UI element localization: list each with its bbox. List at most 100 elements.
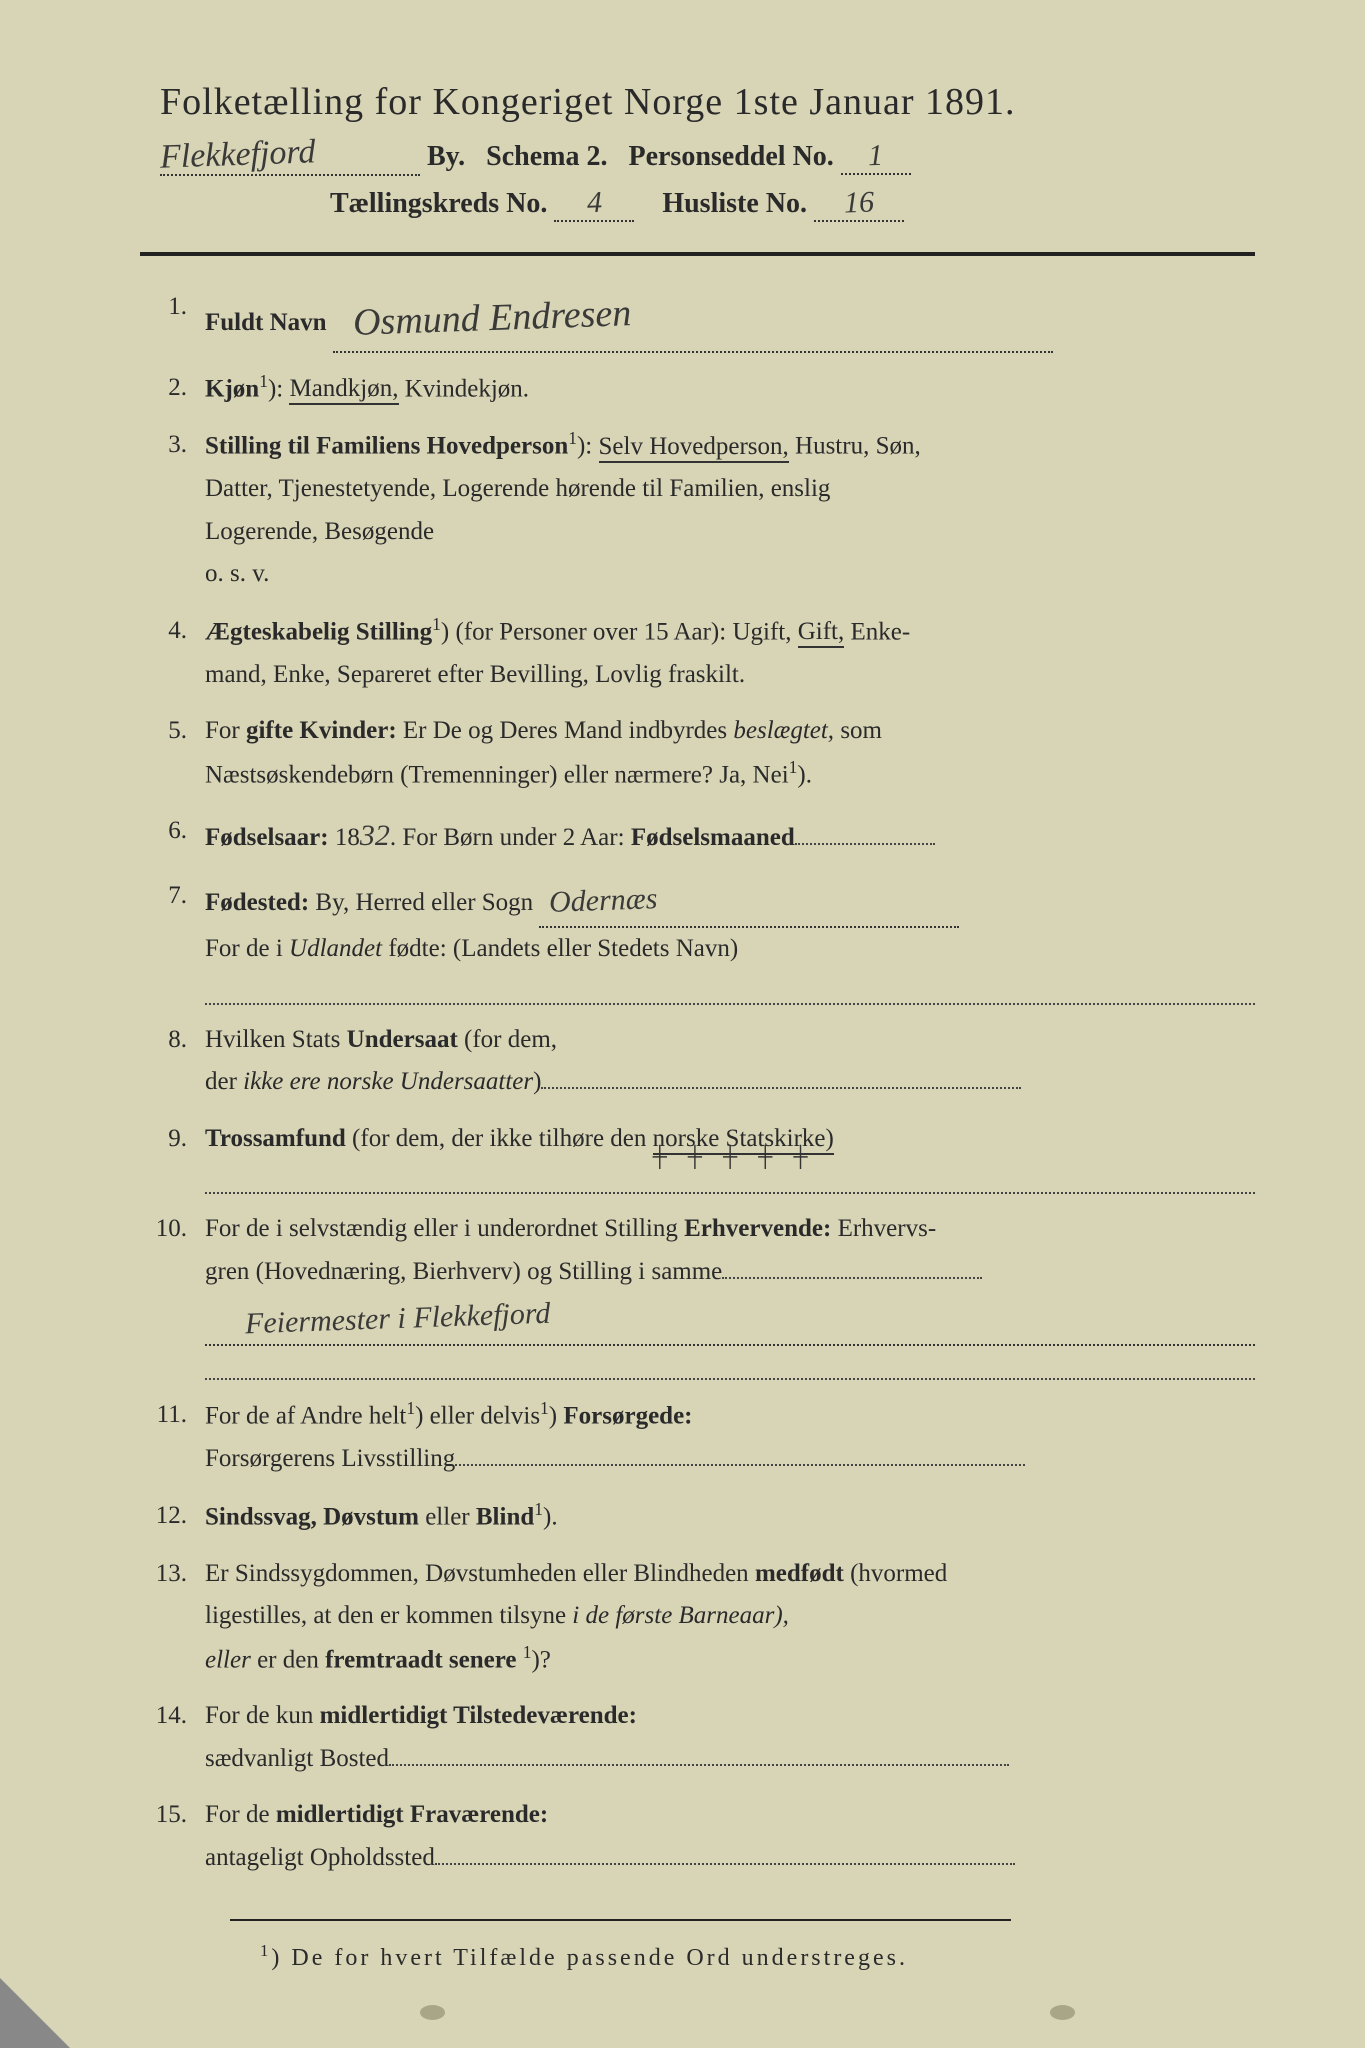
item-7: 7. Fødested: By, Herred eller Sogn Odern… (140, 875, 1255, 1005)
item-num: 1. (140, 286, 205, 329)
item-num: 9. (140, 1118, 205, 1161)
text: (hvormed (844, 1560, 947, 1587)
item-num: 11. (140, 1394, 205, 1437)
name-handwritten: Osmund Endresen (352, 281, 632, 355)
text: Logerende, Besøgende (205, 518, 434, 545)
personseddel-no: 1 (868, 139, 884, 174)
item-num: 12. (140, 1495, 205, 1538)
city-handwritten: Flekkefjord (159, 133, 316, 176)
item-label: Ægteskabelig Stilling (205, 618, 432, 645)
text: er den (251, 1646, 325, 1673)
dotted-fill (435, 1840, 1015, 1865)
item-label: Fødested: (205, 889, 309, 916)
item-label: Stilling til Familiens Hovedperson (205, 433, 568, 460)
corner-tear (0, 1978, 70, 2048)
item-label: Trossamfund (205, 1125, 346, 1152)
item-9: 9. Trossamfund (for dem, der ikke tilhør… (140, 1118, 1255, 1195)
item-label: midlertidigt Fraværende: (276, 1801, 548, 1828)
item-15: 15. For de midlertidigt Fraværende: anta… (140, 1794, 1255, 1879)
text: . For Børn under 2 Aar: (390, 824, 631, 851)
item-1: 1. Fuldt Navn Osmund Endresen (140, 286, 1255, 353)
item-label: Sindssvag, Døvstum (205, 1503, 419, 1530)
text: fødte: (Landets eller Stedets Navn) (382, 935, 738, 962)
item-6: 6. Fødselsaar: 1832. For Børn under 2 Aa… (140, 810, 1255, 861)
by-label: By. (427, 141, 465, 172)
text: For de i selvstændig eller i underordnet… (205, 1215, 684, 1242)
item-label: Fødselsmaaned (631, 824, 795, 851)
item-14: 14. For de kun midlertidigt Tilstedevære… (140, 1695, 1255, 1780)
dotted-fill (389, 1741, 1009, 1766)
item-label: Forsørgede: (563, 1403, 692, 1430)
text: For de i (205, 935, 289, 962)
text: gren (Hovednæring, Bierhverv) og Stillin… (205, 1258, 722, 1285)
italic-text: Udlandet (289, 935, 382, 962)
personseddel-label: Personseddel No. (628, 141, 833, 172)
text: ligestilles, at den er kommen tilsyne (205, 1602, 572, 1629)
italic-text: ikke ere norske Undersaatter (243, 1068, 533, 1095)
text: By, Herred eller Sogn (309, 889, 533, 916)
text: Hustru, Søn, (789, 433, 921, 460)
dotted-fill (541, 1064, 1021, 1089)
text: Enke- (844, 618, 910, 645)
dotted-fill (455, 1441, 1025, 1466)
text: Forsørgerens Livsstilling (205, 1445, 455, 1472)
text: mand, Enke, Separeret efter Bevilling, L… (205, 661, 745, 688)
item-label: Blind (476, 1503, 534, 1530)
text: Næstsøskendebørn (Tremenninger) eller næ… (205, 761, 789, 788)
text: ) (for Personer over 15 Aar): Ugift, (441, 618, 798, 645)
text: For de kun (205, 1702, 320, 1729)
italic-text: beslægtet, (733, 717, 834, 744)
item-2: 2. Kjøn1): Mandkjøn, Kvindekjøn. (140, 367, 1255, 411)
text: (for dem, der ikke tilhøre den (346, 1125, 653, 1152)
item-num: 13. (140, 1553, 205, 1596)
strike-marks: ┼ ┼ ┼ ┼ ┼ (653, 1140, 834, 1174)
item-num: 2. (140, 367, 205, 410)
item-num: 4. (140, 610, 205, 653)
sup: 1 (534, 1499, 543, 1519)
text: Hvilken Stats (205, 1026, 347, 1053)
text: Datter, Tjenestetyende, Logerende hørend… (205, 475, 830, 502)
item-num: 7. (140, 875, 205, 918)
sup: 1 (259, 371, 268, 391)
text: Er De og Deres Mand indbyrdes (397, 717, 734, 744)
item-label: Erhvervende: (684, 1215, 831, 1242)
sup: 1 (260, 1941, 271, 1960)
stain (420, 2005, 445, 2020)
text: ). (797, 761, 812, 788)
text: Er Sindssygdommen, Døvstumheden eller Bl… (205, 1560, 755, 1587)
birthyear-hand: 32 (360, 810, 390, 861)
sup: 1 (432, 614, 441, 634)
item-11: 11. For de af Andre helt1) eller delvis1… (140, 1394, 1255, 1480)
text: sædvanligt Bosted (205, 1745, 389, 1772)
dotted-fill (722, 1254, 982, 1279)
sup: 1 (406, 1398, 415, 1418)
birthplace-hand: Odernæs (549, 874, 659, 929)
sup: 1 (568, 428, 577, 448)
husliste-label: Husliste No. (662, 188, 807, 219)
text: For (205, 717, 246, 744)
text: ): (268, 375, 290, 402)
item-num: 15. (140, 1794, 205, 1837)
text: ) eller delvis (415, 1403, 540, 1430)
item-4: 4. Ægteskabelig Stilling1) (for Personer… (140, 610, 1255, 696)
item-label: Fødselsaar: (205, 824, 329, 851)
page-title: Folketælling for Kongeriget Norge 1ste J… (140, 80, 1255, 124)
sup: 1 (540, 1398, 549, 1418)
text: ) (533, 1068, 541, 1095)
footnote-text: ) De for hvert Tilfælde passende Ord und… (271, 1945, 908, 1971)
item-num: 8. (140, 1019, 205, 1062)
footnote: 1) De for hvert Tilfælde passende Ord un… (230, 1919, 1011, 1972)
divider-top (140, 252, 1255, 256)
text: som (834, 717, 882, 744)
header-row-2: Tællingskreds No. 4 Husliste No. 16 (140, 186, 1255, 222)
item-label: medfødt (755, 1560, 844, 1587)
text: eller (419, 1503, 476, 1530)
item-label: Undersaat (347, 1026, 458, 1053)
italic-text: eller (205, 1646, 251, 1673)
item-num: 5. (140, 710, 205, 753)
item-12: 12. Sindssvag, Døvstum eller Blind1). (140, 1495, 1255, 1539)
occupation-hand: Feiermester i Flekkefjord (244, 1288, 551, 1350)
item-3: 3. Stilling til Familiens Hovedperson1):… (140, 424, 1255, 595)
census-form: Folketælling for Kongeriget Norge 1ste J… (140, 80, 1255, 1972)
text: )? (531, 1646, 550, 1673)
